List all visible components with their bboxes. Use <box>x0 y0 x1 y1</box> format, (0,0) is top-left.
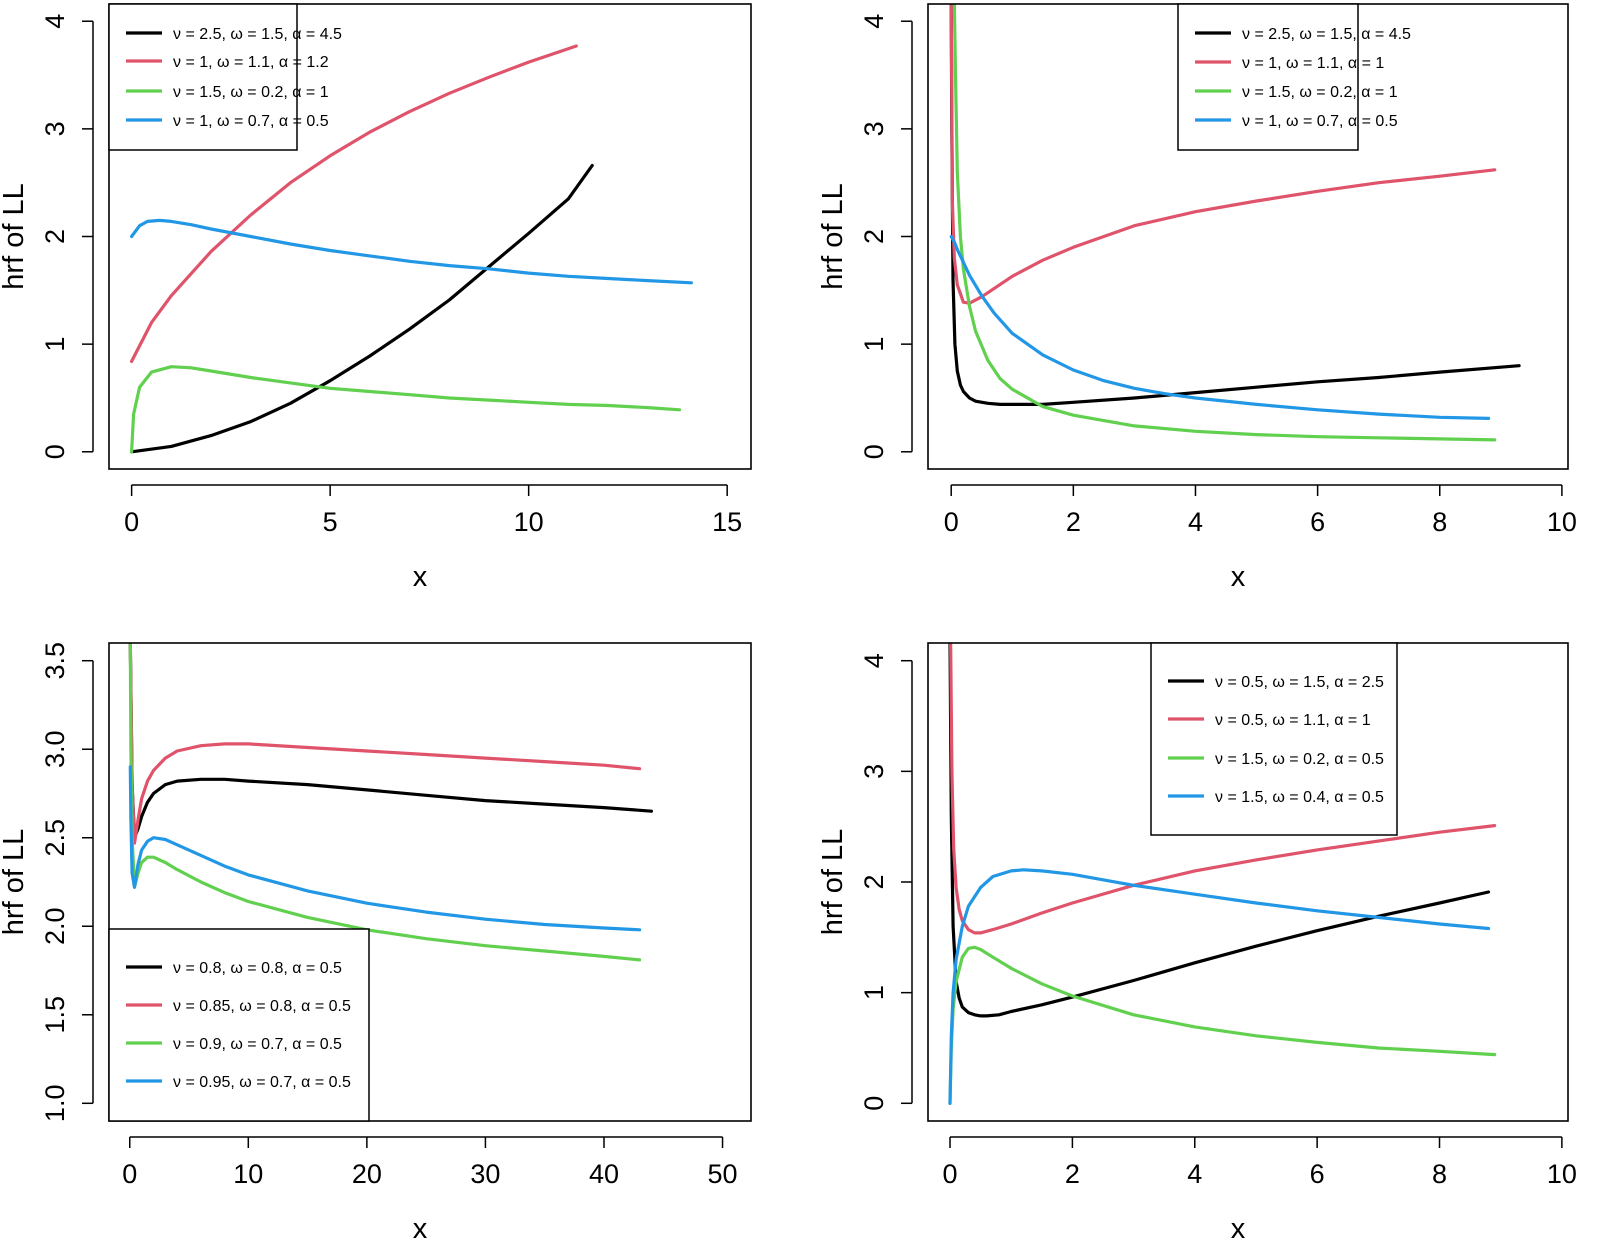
legend-box <box>1150 642 1398 836</box>
y-tick-label: 1.0 <box>40 1085 70 1123</box>
y-tick-label: 2 <box>40 229 70 244</box>
y-tick-label: 1 <box>859 985 889 1000</box>
legend-label: ν = 0.5, ω = 1.1, α = 1 <box>1215 712 1371 729</box>
x-tick-label: 2 <box>1066 507 1081 537</box>
legend-label: ν = 0.85, ω = 0.8, α = 0.5 <box>173 998 351 1015</box>
legend-label: ν = 1, ω = 1.1, α = 1 <box>1242 55 1384 72</box>
series-line-4 <box>130 218 694 285</box>
legend: ν = 2.5, ω = 1.5, α = 4.5 ν = 1, ω = 1.1,… <box>1177 3 1411 151</box>
legend-label: ν = 1.5, ω = 0.2, α = 1 <box>1242 84 1398 101</box>
x-tick-label: 5 <box>323 507 338 537</box>
x-tick-label: 40 <box>589 1159 619 1189</box>
y-tick-label: 3 <box>859 764 889 779</box>
series-line-3 <box>952 4 1497 442</box>
x-tick-label: 15 <box>712 507 742 537</box>
x-tick-label: 10 <box>1547 507 1577 537</box>
legend-label: ν = 2.5, ω = 1.5, α = 4.5 <box>1242 26 1411 43</box>
legend-label: ν = 1.5, ω = 0.2, α = 1 <box>173 84 329 101</box>
x-tick-label: 8 <box>1432 1159 1447 1189</box>
series-line-1 <box>130 163 594 454</box>
y-axis-title: hrf of LL <box>817 183 849 289</box>
series-line-1 <box>128 643 654 840</box>
legend: ν = 2.5, ω = 1.5, α = 4.5 ν = 1, ω = 1.1,… <box>108 3 342 151</box>
series-line-1 <box>948 643 1491 1018</box>
x-tick-label: 0 <box>122 1159 137 1189</box>
y-axis-title: hrf of LL <box>0 183 30 289</box>
chart-panel-3: 0 10 20 30 40 50 1.0 1.5 2.0 2.5 3.0 3.5 x hrf of LL ν… <box>0 642 752 1242</box>
y-tick-label: 1 <box>40 337 70 352</box>
x-tick-label: 6 <box>1310 507 1325 537</box>
x-tick-label: 10 <box>1547 1159 1577 1189</box>
chart-panel-1: 0 5 10 15 0 1 2 3 4 x hrf of LL ν = 2.5, ω = 1.5, α… <box>0 3 752 593</box>
y-tick-label: 3 <box>859 121 889 136</box>
x-axis-title: x <box>413 1213 428 1242</box>
series-line-3 <box>130 365 682 454</box>
series-line-4 <box>949 234 1491 420</box>
y-tick-label: 3 <box>40 121 70 136</box>
legend-label: ν = 1.5, ω = 0.4, α = 0.5 <box>1215 789 1384 806</box>
x-tick-label: 8 <box>1432 507 1447 537</box>
series-line-3 <box>948 945 1497 1105</box>
legend-label: ν = 0.8, ω = 0.8, α = 0.5 <box>173 960 342 977</box>
legend-label: ν = 1, ω = 0.7, α = 0.5 <box>1242 113 1398 130</box>
y-tick-label: 0 <box>859 444 889 459</box>
x-axis-title: x <box>413 561 428 593</box>
legend-label: ν = 1.5, ω = 0.2, α = 0.5 <box>1215 751 1384 768</box>
y-axis-title: hrf of LL <box>0 829 30 935</box>
x-tick-label: 10 <box>233 1159 263 1189</box>
x-tick-label: 2 <box>1065 1159 1080 1189</box>
x-tick-label: 6 <box>1310 1159 1325 1189</box>
x-axis-title: x <box>1231 561 1246 593</box>
legend: ν = 0.5, ω = 1.5, α = 2.5 ν = 0.5, ω = 1.… <box>1150 642 1398 836</box>
y-tick-label: 2.5 <box>40 819 70 857</box>
y-tick-label: 1.5 <box>40 996 70 1034</box>
x-tick-label: 30 <box>470 1159 500 1189</box>
y-tick-label: 3.0 <box>40 730 70 768</box>
legend-label: ν = 0.5, ω = 1.5, α = 2.5 <box>1215 674 1384 691</box>
y-tick-label: 4 <box>859 653 889 668</box>
legend-label: ν = 1, ω = 1.1, α = 1.2 <box>173 54 329 71</box>
x-tick-label: 50 <box>708 1159 738 1189</box>
y-tick-label: 2 <box>859 874 889 889</box>
plot-frame <box>108 642 752 1122</box>
series-line-3 <box>128 643 642 962</box>
legend-box <box>108 3 298 151</box>
x-tick-label: 10 <box>514 507 544 537</box>
y-tick-label: 2 <box>859 229 889 244</box>
series-line-4 <box>128 765 642 932</box>
series-line-2 <box>130 44 578 363</box>
x-tick-label: 20 <box>352 1159 382 1189</box>
series-line-4 <box>948 868 1491 1105</box>
x-tick-label: 0 <box>124 507 139 537</box>
legend: ν = 0.8, ω = 0.8, α = 0.5 ν = 0.85, ω = 0… <box>108 928 370 1122</box>
legend-label: ν = 1, ω = 0.7, α = 0.5 <box>173 113 329 130</box>
x-tick-label: 0 <box>943 1159 958 1189</box>
x-tick-label: 4 <box>1188 507 1203 537</box>
y-axis-title: hrf of LL <box>817 829 849 935</box>
y-tick-label: 1 <box>859 337 889 352</box>
x-tick-label: 0 <box>944 507 959 537</box>
series-line-2 <box>128 643 642 845</box>
y-tick-label: 0 <box>859 1096 889 1111</box>
legend-label: ν = 0.95, ω = 0.7, α = 0.5 <box>173 1074 351 1091</box>
legend-label: ν = 2.5, ω = 1.5, α = 4.5 <box>173 26 342 43</box>
legend-label: ν = 0.9, ω = 0.7, α = 0.5 <box>173 1036 342 1053</box>
y-tick-label: 4 <box>40 14 70 29</box>
x-axis-title: x <box>1231 1213 1246 1242</box>
series-line-1 <box>949 4 1521 406</box>
series-line-2 <box>949 4 1497 305</box>
y-tick-label: 0 <box>40 444 70 459</box>
legend-box <box>108 928 370 1122</box>
plot-frame <box>108 3 752 470</box>
series-line-2 <box>949 643 1497 935</box>
x-tick-label: 4 <box>1187 1159 1202 1189</box>
legend-box <box>1177 3 1359 151</box>
y-tick-label: 3.5 <box>40 642 70 680</box>
y-tick-label: 2.0 <box>40 907 70 945</box>
y-tick-label: 4 <box>859 14 889 29</box>
